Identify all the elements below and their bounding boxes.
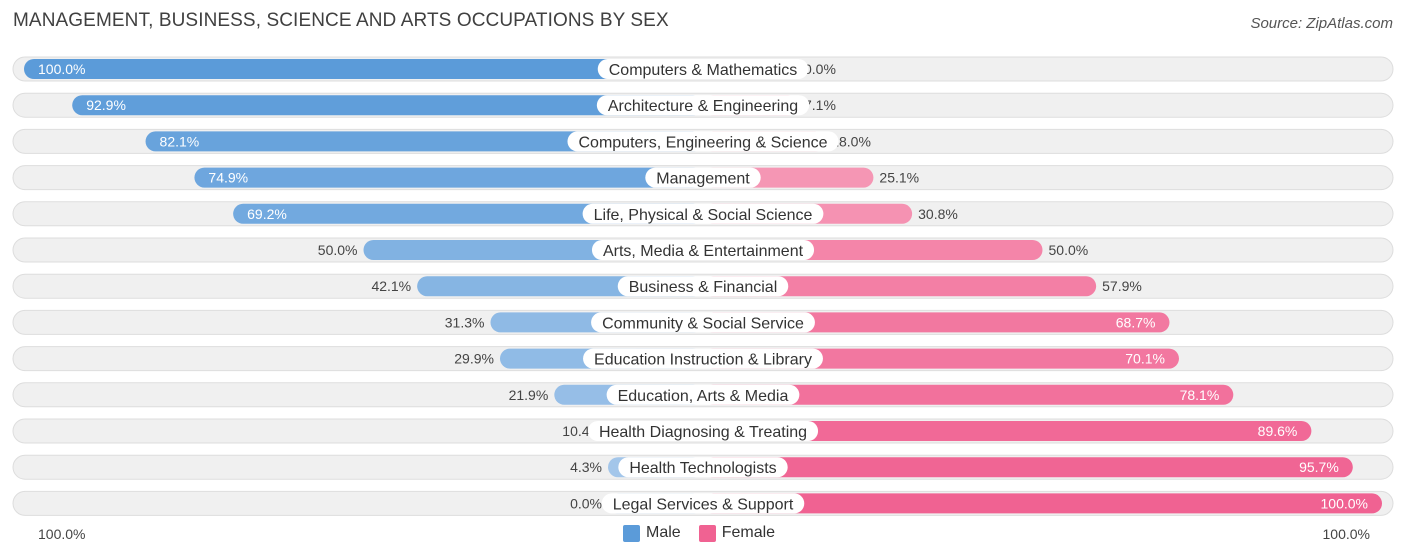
male-value-label: 92.9% <box>86 97 126 113</box>
female-value-label: 0.0% <box>804 61 836 77</box>
female-bar <box>703 384 1234 405</box>
category-label: Management <box>645 167 761 188</box>
category-text: Computers & Mathematics <box>609 62 798 79</box>
category-pill <box>582 203 824 224</box>
category-text: Education, Arts & Media <box>618 388 789 405</box>
category-label: Education, Arts & Media <box>606 384 800 405</box>
male-value-label: 82.1% <box>160 133 200 149</box>
category-pill <box>606 384 800 405</box>
male-bar <box>24 59 703 79</box>
female-value-label: 25.1% <box>879 170 919 186</box>
category-label: Health Technologists <box>618 457 788 478</box>
category-pill <box>597 59 809 79</box>
male-bar <box>145 131 703 152</box>
category-text: Legal Services & Support <box>613 496 794 513</box>
female-bar <box>703 457 1353 478</box>
female-value-label: 7.1% <box>804 97 836 113</box>
male-value-label: 100.0% <box>38 61 85 77</box>
legend-item-female[interactable]: Female <box>698 524 776 542</box>
category-pill <box>567 131 839 152</box>
category-text: Management <box>656 171 750 188</box>
category-pill <box>596 95 810 116</box>
legend-item-male[interactable]: Male <box>623 524 681 542</box>
female-bar <box>703 421 1312 441</box>
male-bar <box>194 167 703 188</box>
category-text: Arts, Media & Entertainment <box>603 243 804 260</box>
category-text: Business & Financial <box>629 279 778 296</box>
female-bar <box>703 312 1170 333</box>
female-value-label: 89.6% <box>1258 423 1298 439</box>
category-label: Health Diagnosing & Treating <box>587 421 819 441</box>
male-value-label: 50.0% <box>318 242 358 258</box>
legend-swatch-male <box>623 524 640 542</box>
category-label: Computers, Engineering & Science <box>567 131 839 152</box>
category-pill <box>583 348 823 369</box>
male-value-label: 31.3% <box>445 314 485 330</box>
female-bar <box>703 493 1382 514</box>
category-label: Community & Social Service <box>591 312 815 333</box>
category-text: Community & Social Service <box>602 315 804 332</box>
axis-right-label: 100.0% <box>1322 526 1370 542</box>
category-pill <box>601 493 805 514</box>
male-bar <box>72 95 704 116</box>
category-label: Architecture & Engineering <box>596 95 810 116</box>
category-pill <box>591 240 815 260</box>
category-text: Health Diagnosing & Treating <box>599 424 807 441</box>
category-pill <box>645 167 761 188</box>
axis-left-label: 100.0% <box>38 526 86 542</box>
legend: Male Female <box>623 524 793 542</box>
female-value-label: 57.9% <box>1102 278 1142 294</box>
category-label: Legal Services & Support <box>601 493 805 514</box>
category-pill <box>591 312 815 333</box>
male-value-label: 74.9% <box>208 170 248 186</box>
category-label: Arts, Media & Entertainment <box>591 240 815 260</box>
legend-label-female: Female <box>721 524 776 541</box>
category-text: Computers, Engineering & Science <box>578 134 827 151</box>
legend-swatch-female <box>698 524 716 542</box>
category-label: Life, Physical & Social Science <box>582 203 824 224</box>
male-value-label: 42.1% <box>371 278 411 294</box>
source-credit: Source: ZipAtlas.com <box>1250 15 1393 32</box>
female-value-label: 100.0% <box>1321 495 1368 511</box>
male-value-label: 29.9% <box>454 351 494 367</box>
category-text: Architecture & Engineering <box>608 98 798 115</box>
category-label: Business & Financial <box>617 276 789 297</box>
category-pill <box>618 457 788 478</box>
chart-title: MANAGEMENT, BUSINESS, SCIENCE AND ARTS O… <box>13 10 669 31</box>
category-text: Life, Physical & Social Science <box>594 207 813 224</box>
category-label: Education Instruction & Library <box>583 348 823 369</box>
female-value-label: 68.7% <box>1116 314 1156 330</box>
category-text: Education Instruction & Library <box>594 352 812 369</box>
category-text: Health Technologists <box>629 460 776 477</box>
male-value-label: 0.0% <box>570 495 602 511</box>
female-value-label: 50.0% <box>1049 242 1089 258</box>
category-label: Computers & Mathematics <box>597 59 809 79</box>
bar-chart: 100.0% 0.0% Computers & Mathematics 92.9% 7.… <box>12 56 1394 516</box>
female-value-label: 78.1% <box>1180 387 1220 403</box>
male-value-label: 69.2% <box>247 206 287 222</box>
female-bar <box>703 276 1097 297</box>
female-value-label: 30.8% <box>918 206 958 222</box>
female-value-label: 95.7% <box>1299 459 1339 475</box>
legend-label-male: Male <box>646 524 681 541</box>
female-value-label: 18.0% <box>831 133 871 149</box>
category-pill <box>617 276 789 297</box>
male-value-label: 4.3% <box>570 459 602 475</box>
category-pill <box>587 421 819 441</box>
male-value-label: 21.9% <box>509 387 549 403</box>
female-bar <box>703 348 1179 369</box>
female-value-label: 70.1% <box>1125 351 1165 367</box>
